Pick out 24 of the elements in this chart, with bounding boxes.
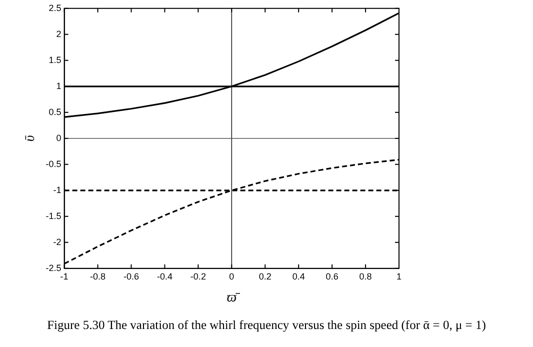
x-tick-label: 0.8	[359, 271, 372, 282]
y-tick-label: 0	[56, 132, 62, 143]
y-axis-title: ῡ	[23, 134, 38, 142]
y-tick-label: -1.5	[46, 210, 62, 221]
y-tick-label: -0.5	[46, 158, 62, 169]
x-tick-label: -0.6	[123, 271, 140, 282]
x-tick-label: 1	[396, 271, 402, 282]
x-tick-label: 0.6	[326, 271, 338, 282]
x-tick-label: 0.2	[258, 271, 272, 282]
y-tick-label: 2	[56, 28, 62, 39]
y-tick-label: -2.5	[46, 262, 62, 273]
caption: Figure 5.30 The variation of the whirl frequency versus the spin speed (for ᾱ = 0, μ = 1)	[46, 318, 487, 333]
x-tick-label: 0	[229, 271, 234, 282]
x-tick-label: 0.4	[292, 271, 305, 282]
y-tick-label: -1	[53, 184, 62, 195]
y-tick-label: -2	[53, 236, 62, 247]
x-tick-label: -0.8	[90, 271, 106, 282]
x-axis-title: ϖ̄	[226, 290, 241, 306]
y-tick-label: 0.5	[48, 106, 62, 117]
x-tick-label: -0.4	[156, 271, 172, 282]
y-tick-label: 1	[56, 80, 62, 91]
x-tick-label: -0.2	[190, 271, 206, 282]
y-tick-label: 2.5	[48, 2, 62, 13]
y-tick-label: 1.5	[48, 54, 62, 65]
